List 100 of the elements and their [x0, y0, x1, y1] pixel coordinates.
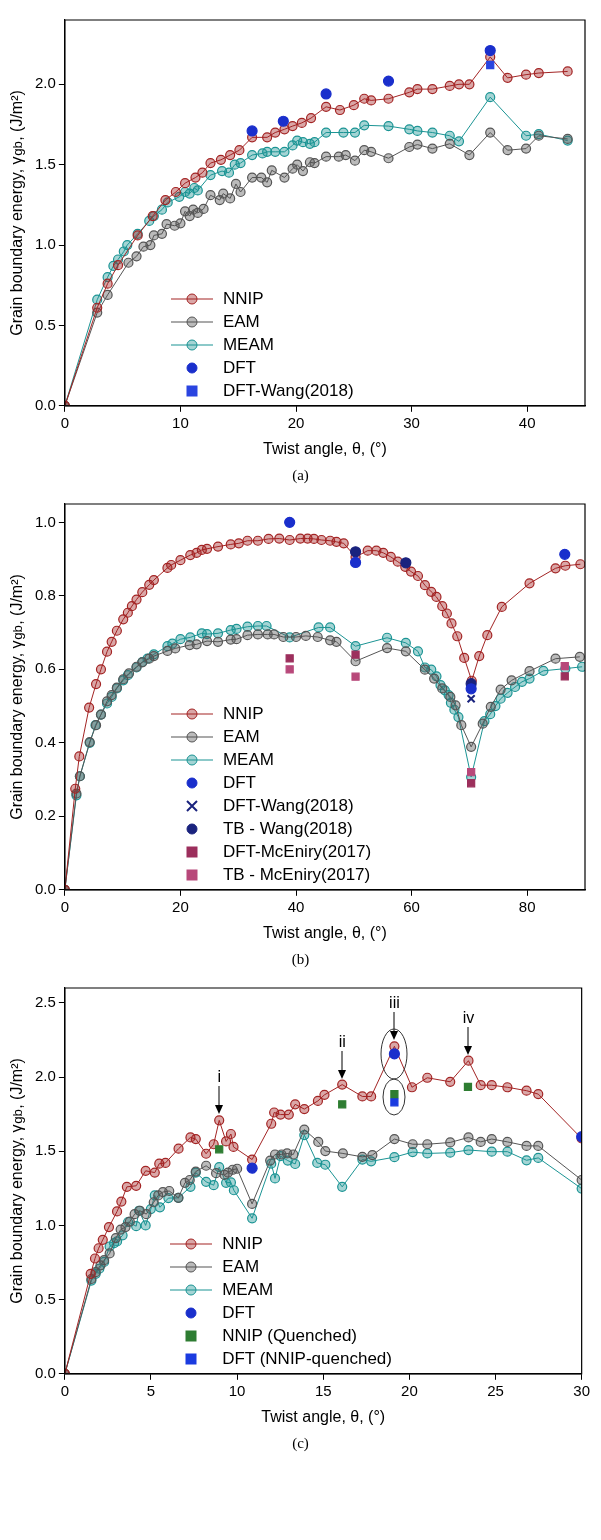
point	[400, 557, 412, 569]
legend-label: NNIP	[221, 702, 265, 725]
point	[574, 651, 585, 662]
point	[412, 84, 423, 95]
point	[319, 1089, 330, 1100]
point	[299, 1124, 310, 1135]
x-tick-label: 0	[60, 413, 70, 431]
point	[225, 1128, 237, 1140]
point	[230, 178, 242, 190]
point	[145, 239, 156, 251]
point	[533, 1140, 544, 1151]
point	[453, 136, 465, 147]
point	[350, 641, 361, 652]
point	[223, 167, 235, 178]
point	[269, 1173, 281, 1184]
point	[427, 143, 438, 154]
point	[381, 632, 393, 643]
point	[242, 630, 253, 641]
point	[312, 1095, 324, 1107]
point	[313, 622, 324, 633]
point	[116, 1196, 127, 1207]
point	[453, 79, 465, 90]
point	[502, 1136, 513, 1147]
x-tick-label: 80	[518, 897, 536, 915]
point	[97, 1234, 108, 1245]
point	[533, 1089, 544, 1100]
point	[367, 1149, 378, 1161]
point	[246, 125, 258, 137]
point	[190, 1133, 201, 1145]
point	[427, 127, 438, 138]
point	[337, 1181, 348, 1192]
x-tick-label: 10	[228, 1381, 246, 1399]
point	[533, 67, 544, 79]
point	[383, 121, 394, 132]
y-tick-label: 0.2	[34, 806, 56, 824]
legend-label: DFT (NNIP-quenched)	[221, 1347, 392, 1370]
point	[560, 672, 569, 681]
point	[198, 203, 209, 214]
legend-label: EAM	[221, 725, 261, 748]
point	[320, 1145, 331, 1157]
point	[297, 166, 309, 177]
point	[212, 636, 224, 647]
point	[388, 1048, 400, 1060]
point	[211, 1168, 222, 1179]
point	[221, 1136, 232, 1147]
point	[390, 1098, 399, 1107]
legend-label: DFT-McEniry(2017)	[221, 840, 372, 863]
point	[268, 629, 280, 640]
point	[191, 639, 202, 650]
point	[284, 516, 296, 528]
x-tick-label: 40	[287, 897, 305, 915]
point	[184, 1174, 195, 1186]
x-tick-label: 20	[172, 897, 189, 915]
point	[404, 141, 415, 153]
point	[506, 675, 517, 686]
legend-label: DFT	[221, 771, 257, 794]
point	[320, 88, 332, 100]
point	[320, 127, 332, 138]
point	[235, 186, 246, 198]
point	[445, 1147, 456, 1158]
point	[270, 127, 281, 138]
y-tick-label: 0.0	[34, 879, 56, 897]
point	[381, 642, 393, 654]
point	[179, 178, 191, 189]
point	[466, 694, 476, 704]
point	[279, 172, 290, 183]
point	[562, 66, 573, 77]
point	[103, 1221, 115, 1233]
point	[148, 1197, 159, 1208]
point	[445, 1137, 456, 1148]
x-tick-label: 0	[60, 897, 70, 915]
point	[266, 1118, 277, 1129]
point	[197, 167, 208, 178]
legend-label: DFT	[221, 356, 257, 379]
y-tick-label: 0.5	[34, 1289, 56, 1307]
point	[228, 1141, 239, 1153]
point	[305, 112, 317, 124]
point	[173, 1143, 184, 1154]
point	[502, 72, 513, 83]
point	[92, 302, 103, 313]
point	[520, 143, 532, 154]
point	[296, 117, 307, 128]
x-tick-label: 15	[314, 1381, 332, 1399]
point	[351, 672, 360, 681]
point	[495, 684, 506, 695]
point	[412, 139, 423, 150]
point	[141, 1209, 152, 1220]
point	[366, 1091, 377, 1102]
point	[422, 1148, 433, 1159]
point	[121, 1181, 132, 1192]
point	[444, 130, 455, 141]
x-tick-label: 25	[487, 1381, 504, 1399]
point	[521, 1085, 532, 1096]
point	[252, 629, 263, 640]
point	[215, 1145, 224, 1154]
legend-label: MEAM	[221, 1278, 275, 1301]
text: (b)	[290, 951, 311, 968]
x-tick-label: 20	[287, 413, 305, 431]
point	[383, 153, 394, 164]
point	[102, 289, 113, 300]
